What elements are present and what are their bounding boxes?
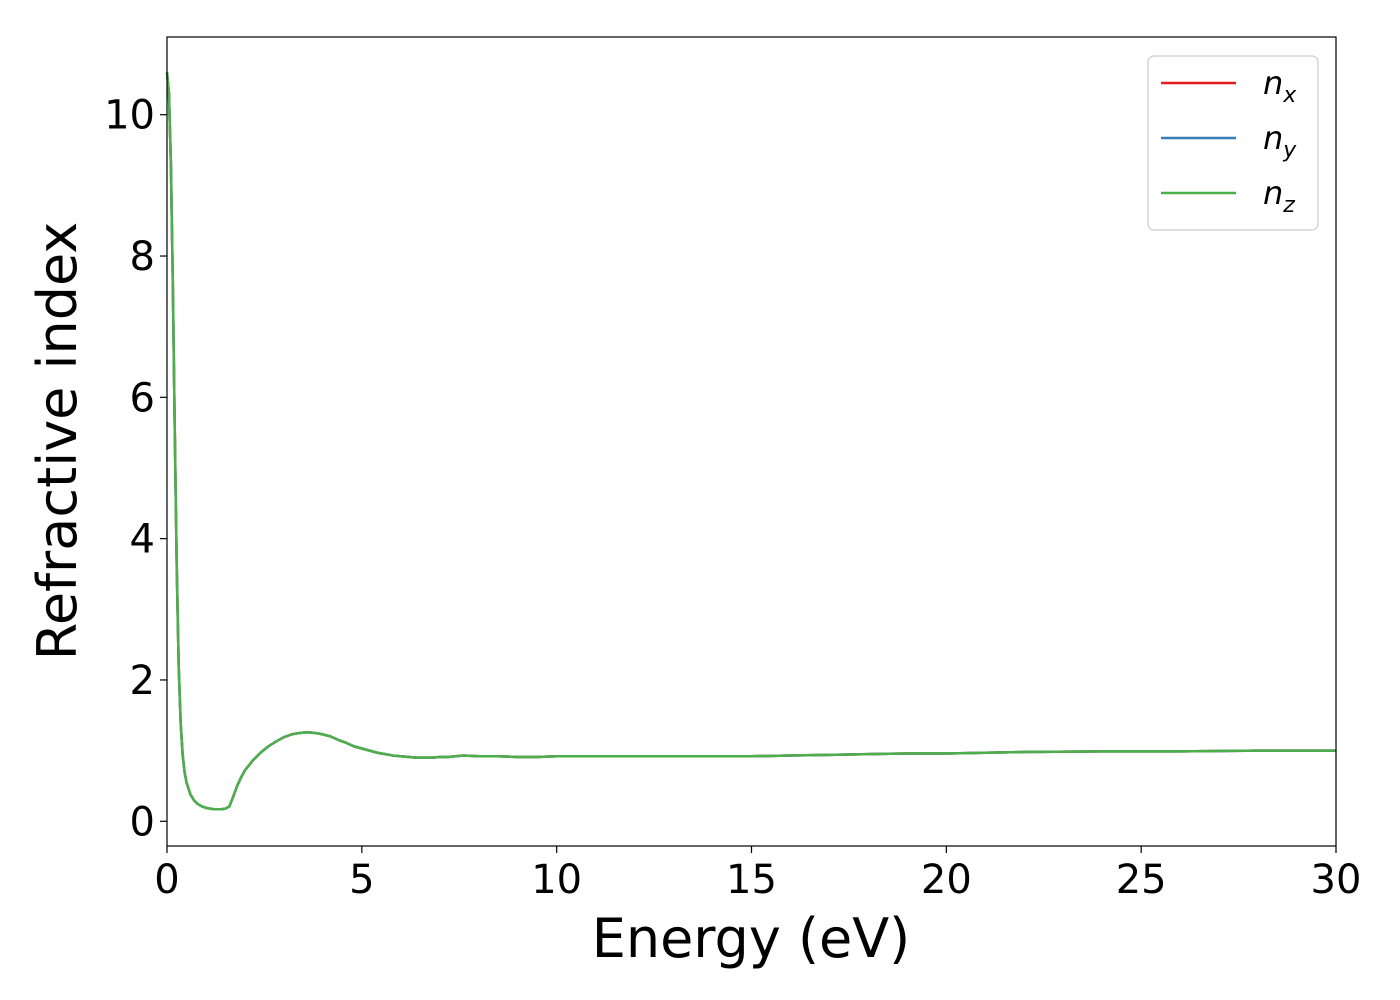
legend: nx ny nz xyxy=(1147,55,1319,231)
x-tick-label: 15 xyxy=(726,857,777,903)
x-tick-label: 5 xyxy=(349,857,374,903)
y-tick-label: 2 xyxy=(130,658,155,704)
y-tick-label: 0 xyxy=(130,799,155,845)
series-line-n-z xyxy=(165,72,1336,811)
y-axis: 0 2 4 6 8 10 xyxy=(104,93,167,845)
y-tick-label: 6 xyxy=(130,375,155,421)
y-tick-label: 4 xyxy=(130,517,155,563)
x-tick-label: 30 xyxy=(1311,857,1362,903)
x-tick-label: 0 xyxy=(154,857,179,903)
legend-box xyxy=(1147,55,1319,231)
x-tick-label: 20 xyxy=(921,857,972,903)
y-tick-label: 10 xyxy=(104,93,155,139)
x-axis: 0 5 10 15 20 25 30 xyxy=(154,846,1361,903)
series-layer xyxy=(165,72,1336,811)
legend-label-y: ny xyxy=(1263,119,1297,163)
x-axis-label: Energy (eV) xyxy=(592,907,911,970)
y-axis-label: Refractive index xyxy=(26,222,89,661)
legend-label-x: nx xyxy=(1263,64,1297,108)
x-tick-label: 10 xyxy=(531,857,582,903)
y-tick-label: 8 xyxy=(130,234,155,280)
x-tick-label: 25 xyxy=(1116,857,1167,903)
legend-label-z: nz xyxy=(1263,174,1295,218)
